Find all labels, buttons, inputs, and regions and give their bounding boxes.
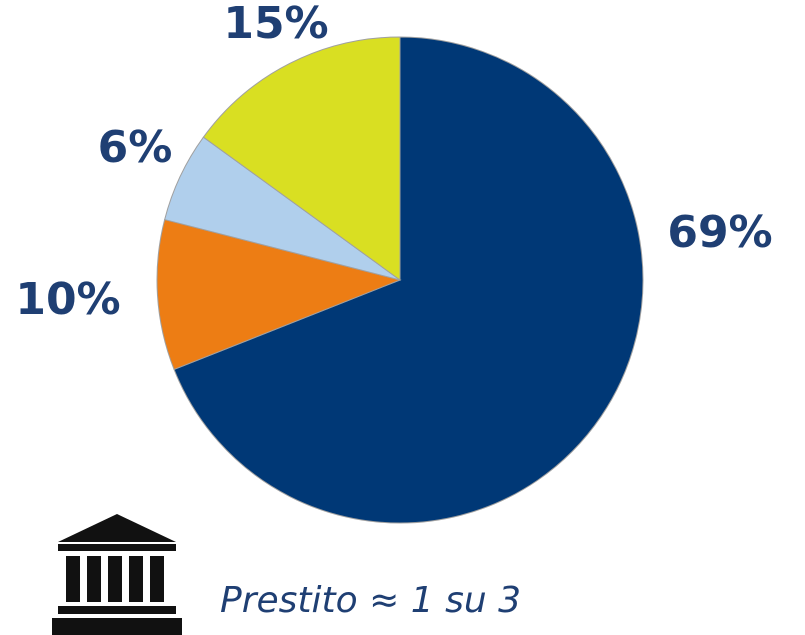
annotation: Prestito ≈ 1 su 3 <box>220 580 521 621</box>
slice-label: 69% <box>667 207 772 258</box>
pie-slice <box>156 218 402 371</box>
pie-slice <box>202 36 401 281</box>
pie-slice <box>173 36 644 524</box>
slice-label: 10% <box>15 274 120 325</box>
slice-label: 15% <box>223 0 328 49</box>
slice-label: 6% <box>98 122 173 173</box>
bank-icon <box>52 514 182 635</box>
